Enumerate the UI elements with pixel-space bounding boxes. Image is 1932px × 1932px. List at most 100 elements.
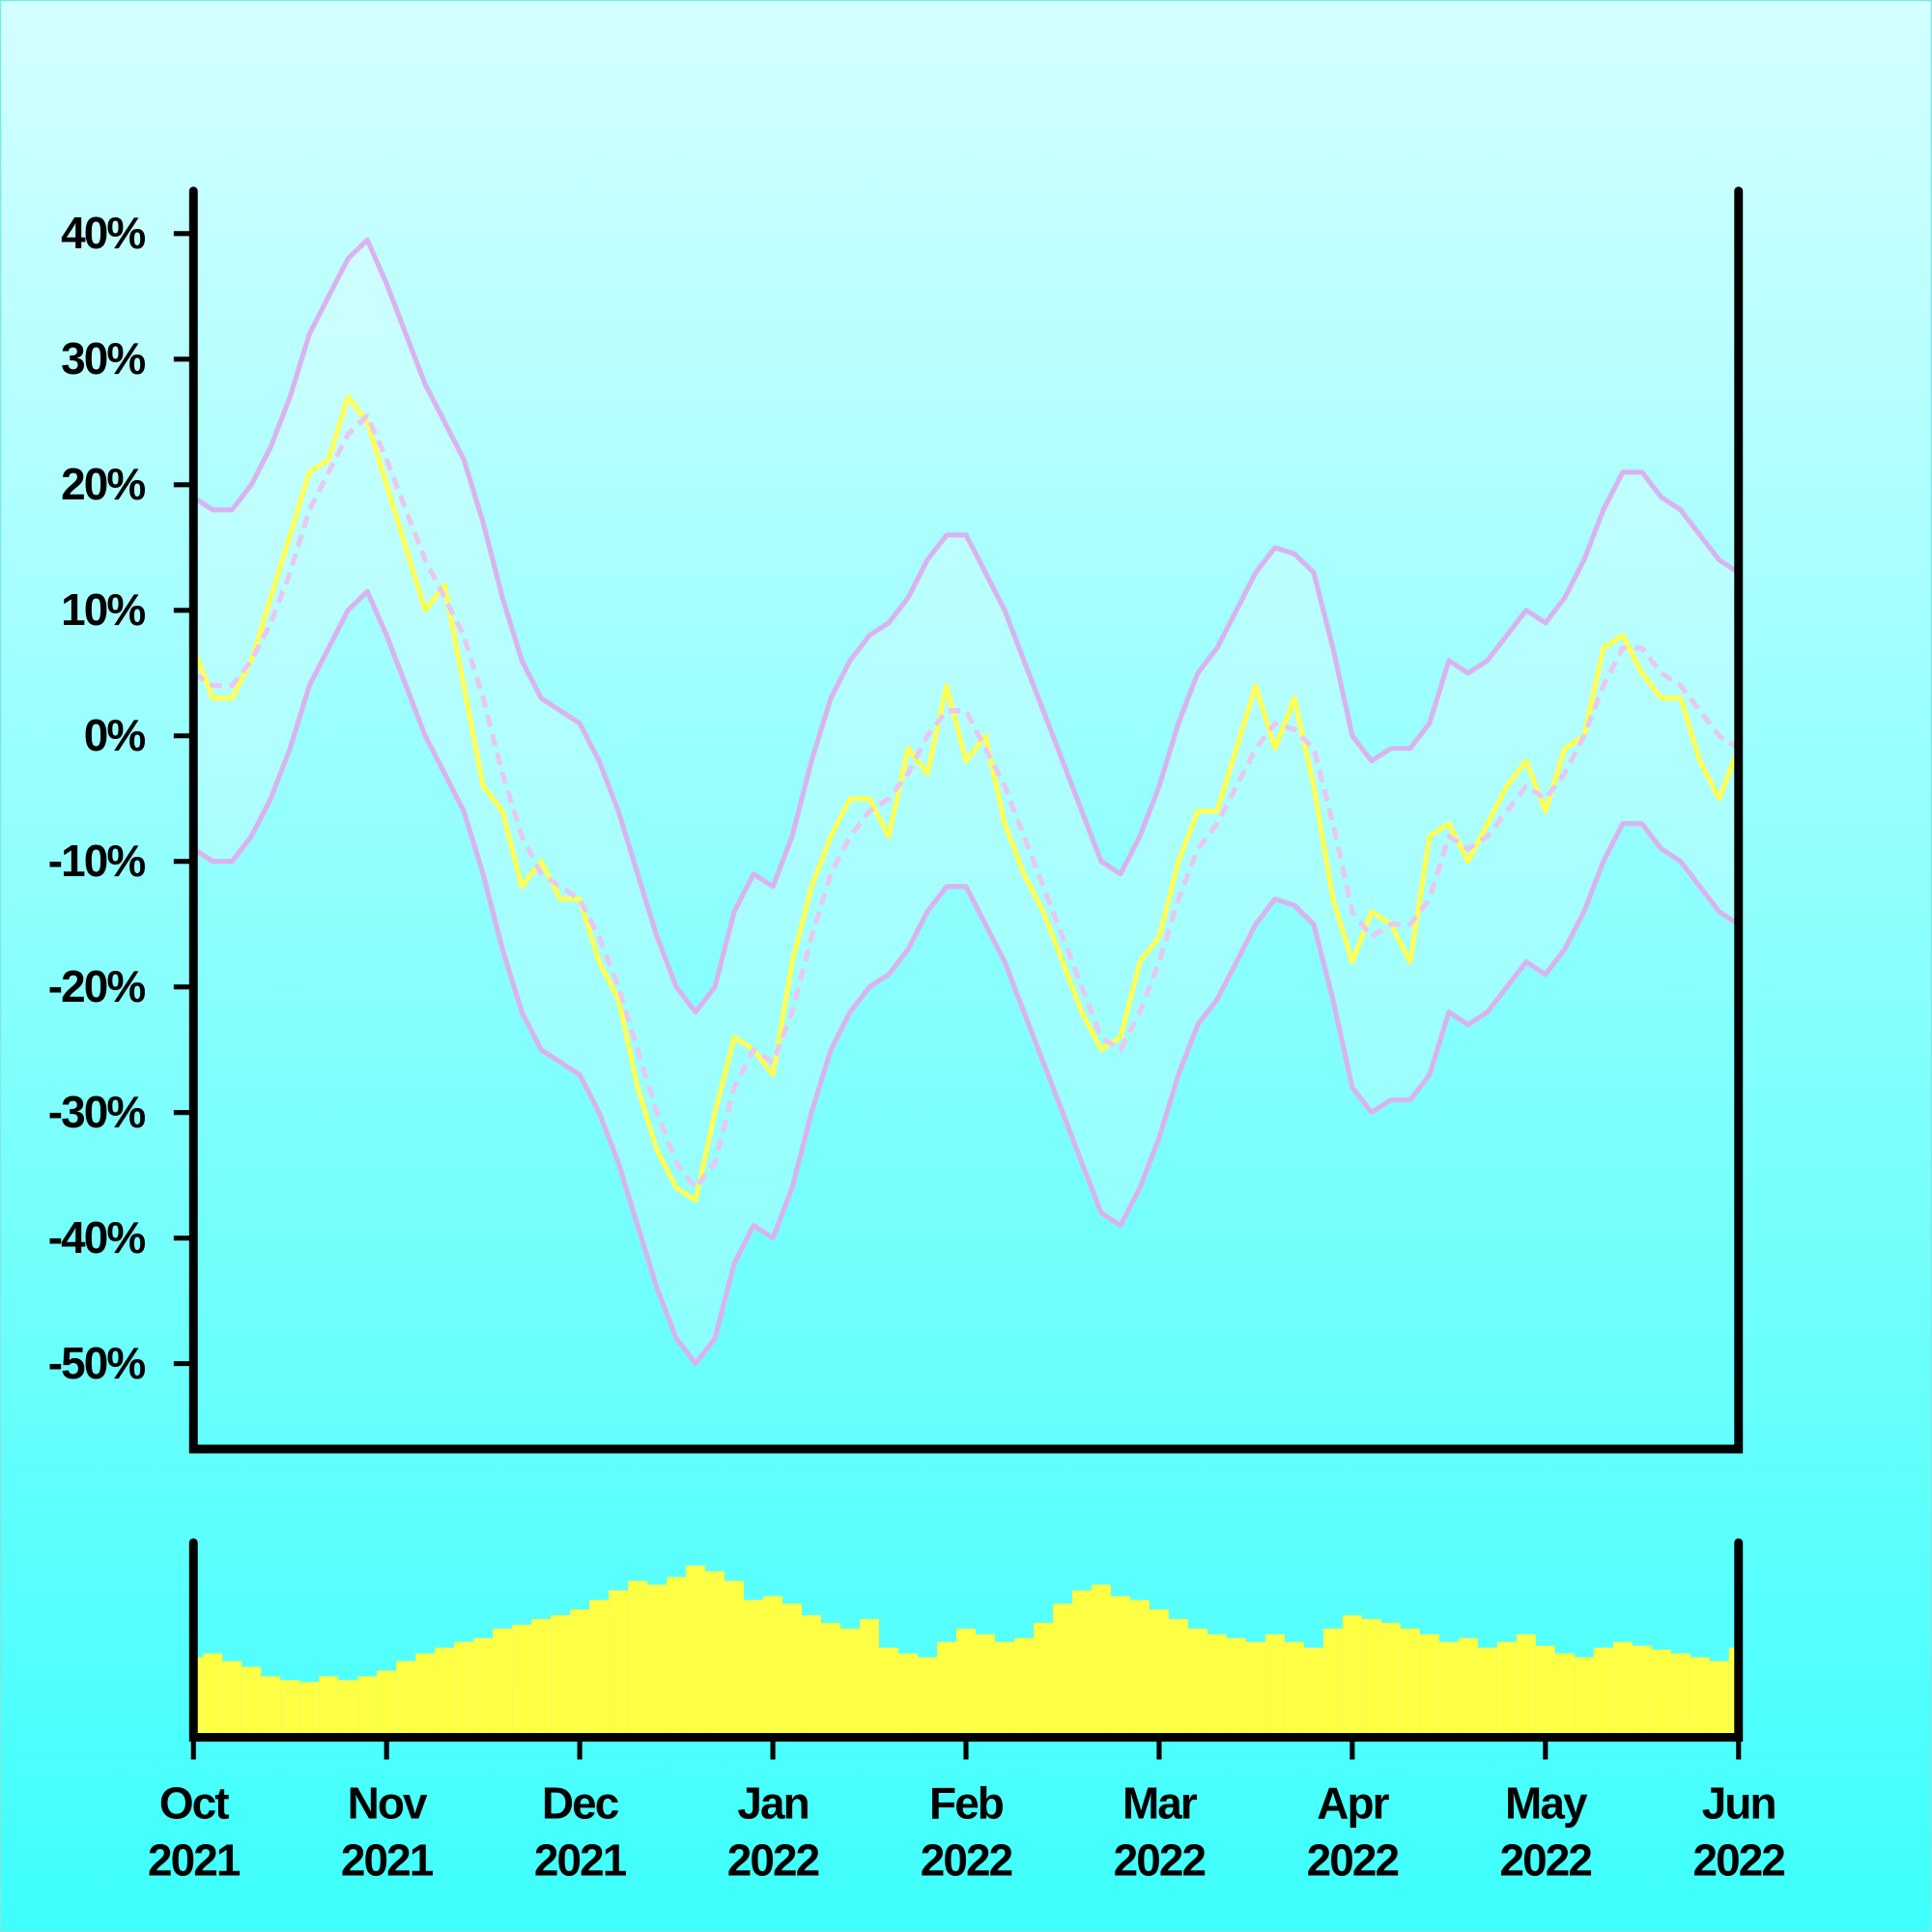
- x-tick-label: Feb: [929, 1778, 1004, 1829]
- volume-bar: [898, 1653, 919, 1734]
- volume-bar: [1593, 1647, 1613, 1734]
- volume-bar: [705, 1571, 725, 1734]
- x-tick-label: Mar: [1122, 1778, 1198, 1829]
- volume-bar: [1651, 1649, 1671, 1734]
- volume-bar: [1400, 1628, 1420, 1734]
- volume-bar: [1477, 1647, 1497, 1734]
- volume-bar: [1052, 1604, 1072, 1734]
- volume-bar: [918, 1657, 938, 1734]
- volume-bar: [473, 1637, 494, 1734]
- x-tick-label: 2021: [534, 1834, 627, 1885]
- volume-bar: [860, 1619, 880, 1734]
- volume-bar: [1380, 1622, 1401, 1734]
- volume-bar: [1612, 1641, 1633, 1734]
- volume-bar: [1574, 1657, 1594, 1734]
- volume-bar: [1342, 1615, 1362, 1734]
- volume-bar: [1670, 1653, 1690, 1734]
- y-tick-label: -40%: [48, 1212, 146, 1263]
- volume-bar: [1033, 1622, 1053, 1734]
- volume-bar: [1322, 1628, 1343, 1734]
- x-tick-label: 2022: [1114, 1834, 1206, 1885]
- x-tick-label: 2021: [341, 1834, 434, 1885]
- volume-bar: [1303, 1647, 1323, 1734]
- volume-bar: [1110, 1596, 1130, 1734]
- volume-bar: [1709, 1661, 1729, 1734]
- axes: 40%30%20%10%0%-10%-20%-30%-40%-50%Oct202…: [48, 186, 1786, 1885]
- volume-bar: [454, 1641, 474, 1734]
- volume-bar: [589, 1600, 610, 1734]
- volume-bar: [802, 1615, 822, 1734]
- y-tick-label: -30%: [48, 1087, 146, 1137]
- volume-bar: [1632, 1645, 1652, 1734]
- volume-bar: [357, 1676, 378, 1734]
- volume-bar: [744, 1600, 764, 1734]
- volume-bar: [299, 1682, 320, 1734]
- x-tick-label: Apr: [1317, 1778, 1389, 1829]
- volume-bar: [609, 1590, 629, 1734]
- volume-bar: [551, 1615, 571, 1734]
- volume-bar: [1284, 1641, 1304, 1734]
- volume-bar: [1207, 1634, 1227, 1734]
- volume-bar: [1071, 1590, 1092, 1734]
- volume-bar: [396, 1661, 416, 1734]
- volume-bar: [493, 1628, 513, 1734]
- volume-bar: [937, 1641, 957, 1734]
- plot-area: [190, 237, 1742, 1367]
- volume-bar: [531, 1619, 552, 1734]
- x-tick-label: Jun: [1702, 1778, 1776, 1829]
- volume-bar: [647, 1584, 668, 1734]
- series-line: [190, 394, 1742, 1204]
- y-tick-label: -50%: [48, 1338, 146, 1388]
- series-line: [191, 412, 1741, 1191]
- y-tick-label: 30%: [61, 333, 145, 384]
- volume-bar: [1496, 1641, 1517, 1734]
- volume-bar: [1516, 1634, 1536, 1734]
- y-tick-label: 40%: [61, 208, 145, 258]
- volume-bar: [319, 1676, 339, 1734]
- volume-bar: [1091, 1584, 1111, 1734]
- volume-bar: [879, 1647, 899, 1734]
- volume-bar: [975, 1634, 995, 1734]
- volume-panel: [193, 1565, 1739, 1734]
- volume-bar: [1168, 1619, 1188, 1734]
- volume-bar: [242, 1666, 262, 1734]
- volume-bar: [1438, 1641, 1459, 1734]
- volume-bar: [628, 1580, 648, 1734]
- volume-bar: [1419, 1634, 1439, 1734]
- x-tick-label: Nov: [348, 1778, 428, 1829]
- volume-bar: [1013, 1637, 1034, 1734]
- volume-bar: [203, 1653, 223, 1734]
- volume-bar: [1690, 1657, 1710, 1734]
- volume-bar: [1226, 1637, 1246, 1734]
- volume-bar: [193, 1657, 204, 1734]
- volume-bar: [1149, 1609, 1169, 1734]
- y-tick-label: -10%: [48, 836, 146, 886]
- volume-bar: [435, 1647, 455, 1734]
- volume-bar: [261, 1676, 281, 1734]
- x-tick-label: May: [1505, 1778, 1588, 1829]
- volume-bar: [338, 1680, 358, 1734]
- volume-bar: [686, 1565, 706, 1734]
- y-tick-label: 20%: [61, 459, 145, 509]
- x-tick-label: 2022: [1307, 1834, 1399, 1885]
- volume-bar: [763, 1596, 783, 1734]
- volume-bar: [1264, 1634, 1285, 1734]
- x-tick-label: Jan: [737, 1778, 808, 1829]
- x-tick-label: 2022: [1500, 1834, 1592, 1885]
- volume-bar: [1129, 1600, 1150, 1734]
- volume-bar: [1361, 1619, 1381, 1734]
- volume-bar: [724, 1580, 745, 1734]
- x-tick-label: Oct: [159, 1778, 229, 1829]
- volume-bar: [415, 1653, 436, 1734]
- y-tick-label: 0%: [84, 710, 146, 760]
- x-tick-label: 2022: [727, 1834, 819, 1885]
- volume-bar: [1535, 1645, 1555, 1734]
- volume-bar: [1245, 1641, 1265, 1734]
- volume-bar: [994, 1641, 1014, 1734]
- volume-bar: [570, 1609, 590, 1734]
- x-tick-label: 2022: [1693, 1834, 1785, 1885]
- main-frame: [188, 186, 1744, 1454]
- series-line: [191, 588, 1741, 1367]
